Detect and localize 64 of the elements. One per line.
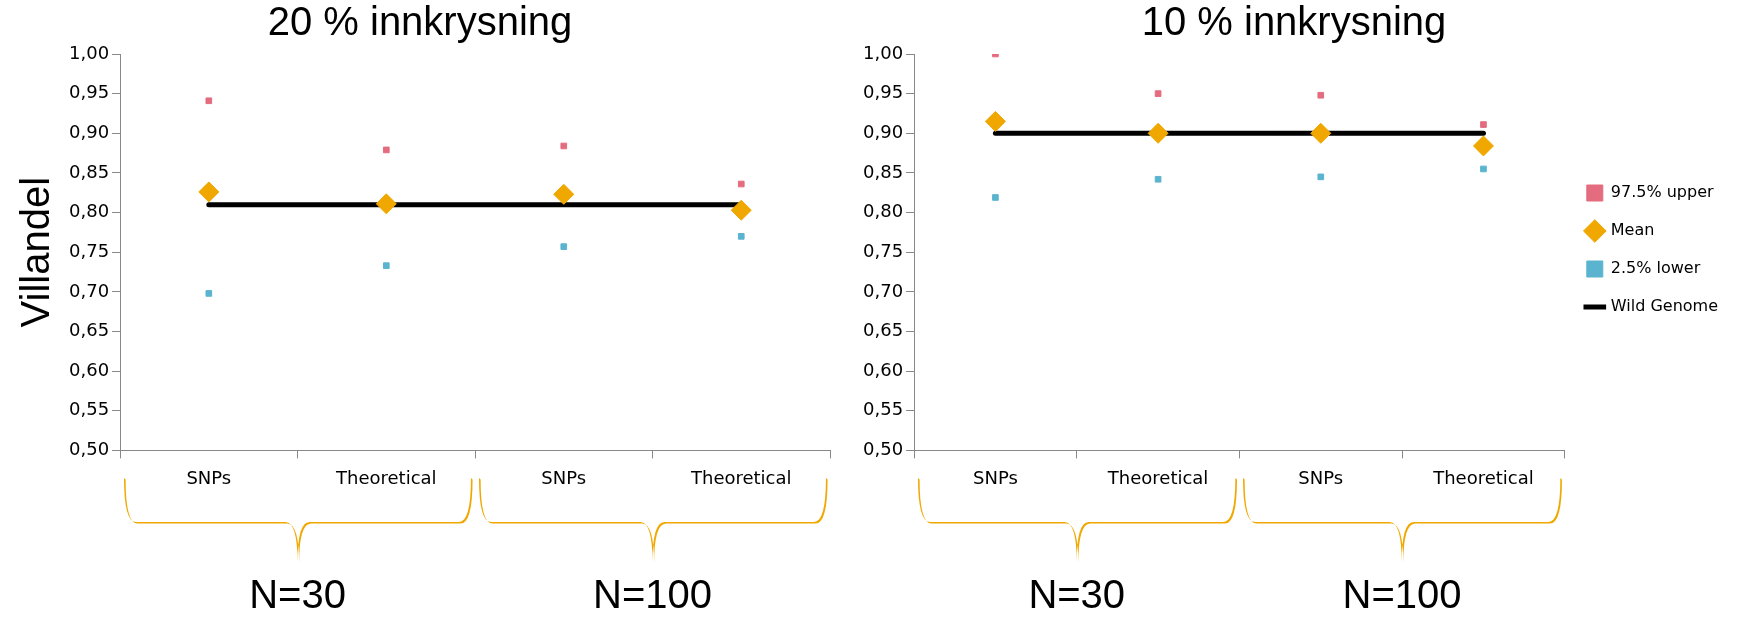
point [1310, 122, 1332, 144]
y-tick-label: 0,55 [863, 398, 904, 420]
y-tick-label: 0,70 [69, 279, 110, 301]
y-tick-label: 0,60 [69, 358, 110, 380]
point [1480, 121, 1487, 128]
y-tick-label: 0,90 [863, 120, 904, 142]
y-tick-label: 0,95 [863, 81, 904, 103]
point [375, 193, 397, 215]
legend-label: 2.5% lower [1610, 258, 1701, 278]
y-tick-label: 0,85 [863, 160, 904, 182]
point [1147, 122, 1169, 144]
legend-label: Wild Genome [1610, 296, 1718, 316]
point [198, 181, 220, 203]
point [1480, 165, 1487, 173]
text: N=100 [593, 572, 713, 617]
x-tick-label: Theoretical [1106, 466, 1209, 488]
y-tick-label: 0,80 [863, 200, 904, 222]
x-tick-label: Theoretical [689, 466, 792, 488]
y-tick-label: 0,75 [863, 239, 904, 261]
y-tick-label: 1,00 [863, 41, 904, 63]
y-tick-label: 0,80 [69, 200, 110, 222]
x-tick-label: SNPs [541, 466, 587, 488]
point [737, 233, 745, 240]
point [984, 110, 1006, 132]
y-tick-label: 0,65 [69, 319, 110, 341]
chart-title: 10 % innkrysning [1141, 0, 1447, 44]
x-tick-label: Theoretical [335, 466, 437, 488]
y-tick-label: 1,00 [69, 41, 110, 63]
text: N=30 [249, 572, 346, 617]
y-tick-label: 0,60 [863, 358, 904, 380]
legend-label: Mean [1610, 220, 1655, 240]
y-tick-label: 0,95 [69, 81, 110, 103]
point [992, 194, 999, 201]
point [382, 146, 390, 154]
point [553, 183, 575, 205]
point [1472, 135, 1494, 157]
chart-title: 20 % innkrysning [267, 0, 573, 44]
x-tick-label: SNPs [1298, 466, 1344, 488]
text: N=30 [1028, 572, 1126, 617]
y-tick-label: 0,65 [863, 319, 904, 341]
point [1317, 173, 1325, 181]
point [382, 262, 390, 270]
y-tick-label: 0,75 [69, 239, 110, 261]
point [205, 97, 213, 105]
legend-label: 97.5% upper [1610, 182, 1715, 202]
point [205, 290, 213, 297]
x-tick-label: Theoretical [1432, 466, 1534, 488]
text: N=100 [1342, 572, 1462, 617]
y-tick-label: 0,90 [69, 120, 110, 142]
point [737, 180, 745, 188]
point [560, 243, 568, 250]
y-tick-label: 0,50 [69, 438, 110, 460]
y-tick-label: 0,85 [69, 160, 110, 182]
point [730, 199, 752, 221]
point [1154, 175, 1162, 183]
y-tick-label: 0,50 [863, 438, 904, 460]
point [560, 142, 568, 150]
x-tick-label: SNPs [186, 466, 232, 488]
point [1154, 90, 1162, 97]
y-axis-title: Villandel [13, 176, 58, 328]
x-tick-label: SNPs [973, 466, 1018, 488]
point [1317, 91, 1325, 99]
y-tick-label: 0,70 [863, 279, 904, 301]
y-tick-label: 0,55 [69, 398, 110, 420]
